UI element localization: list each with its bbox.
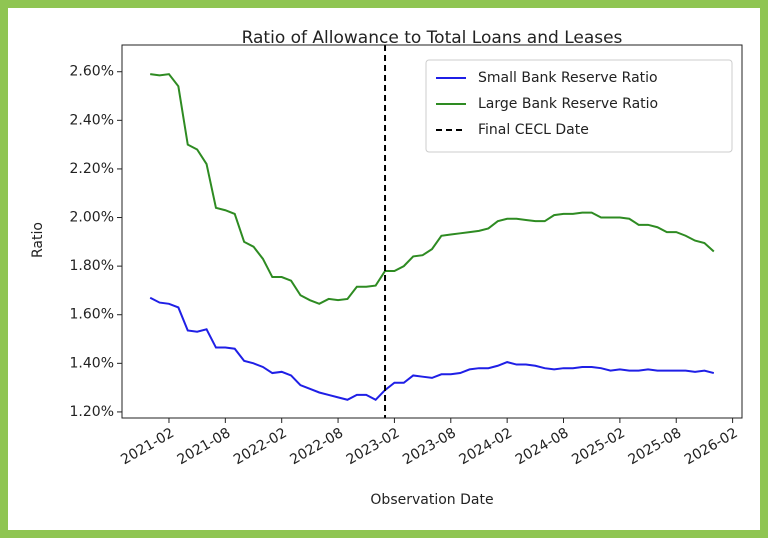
series-line [150,73,715,305]
legend-label: Final CECL Date [478,122,589,138]
legend-label: Small Bank Reserve Ratio [478,70,658,86]
y-tick-label: 1.80% [70,258,114,274]
y-tick-label: 1.20% [70,404,114,420]
legend-label: Large Bank Reserve Ratio [478,96,658,112]
x-axis-label: Observation Date [370,492,493,508]
y-tick-label: 2.20% [70,161,114,177]
y-tick-label: 1.40% [70,355,114,371]
plot-frame [121,44,743,419]
legend-box [425,59,733,153]
series-line [149,296,715,402]
chart-title: Ratio of Allowance to Total Loans and Le… [242,28,623,48]
y-tick-label: 2.40% [70,112,114,128]
y-tick-label: 2.00% [70,210,114,226]
y-tick-label: 2.60% [70,64,114,80]
y-tick-label: 1.60% [70,307,114,323]
y-axis-label: Ratio [30,222,46,258]
